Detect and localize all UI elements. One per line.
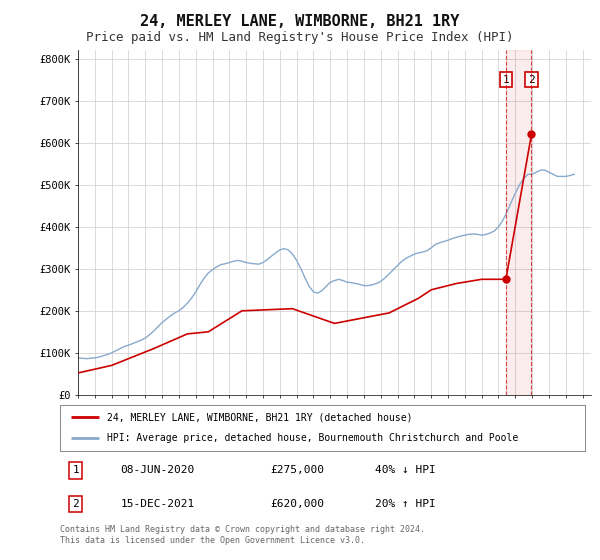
Text: 1: 1 (503, 74, 509, 85)
Text: Contains HM Land Registry data © Crown copyright and database right 2024.
This d: Contains HM Land Registry data © Crown c… (60, 525, 425, 545)
Text: 1: 1 (73, 465, 79, 475)
Text: £620,000: £620,000 (270, 499, 324, 509)
Text: 08-JUN-2020: 08-JUN-2020 (121, 465, 194, 475)
Text: 2: 2 (528, 74, 535, 85)
Text: 2: 2 (73, 499, 79, 509)
Text: £275,000: £275,000 (270, 465, 324, 475)
Bar (506, 50, 532, 395)
Text: 15-DEC-2021: 15-DEC-2021 (121, 499, 194, 509)
Text: 24, MERLEY LANE, WIMBORNE, BH21 1RY: 24, MERLEY LANE, WIMBORNE, BH21 1RY (140, 14, 460, 29)
Text: HPI: Average price, detached house, Bournemouth Christchurch and Poole: HPI: Average price, detached house, Bour… (107, 433, 518, 444)
Text: 40% ↓ HPI: 40% ↓ HPI (375, 465, 436, 475)
Text: 24, MERLEY LANE, WIMBORNE, BH21 1RY (detached house): 24, MERLEY LANE, WIMBORNE, BH21 1RY (det… (107, 412, 413, 422)
Text: 20% ↑ HPI: 20% ↑ HPI (375, 499, 436, 509)
Text: Price paid vs. HM Land Registry's House Price Index (HPI): Price paid vs. HM Land Registry's House … (86, 31, 514, 44)
